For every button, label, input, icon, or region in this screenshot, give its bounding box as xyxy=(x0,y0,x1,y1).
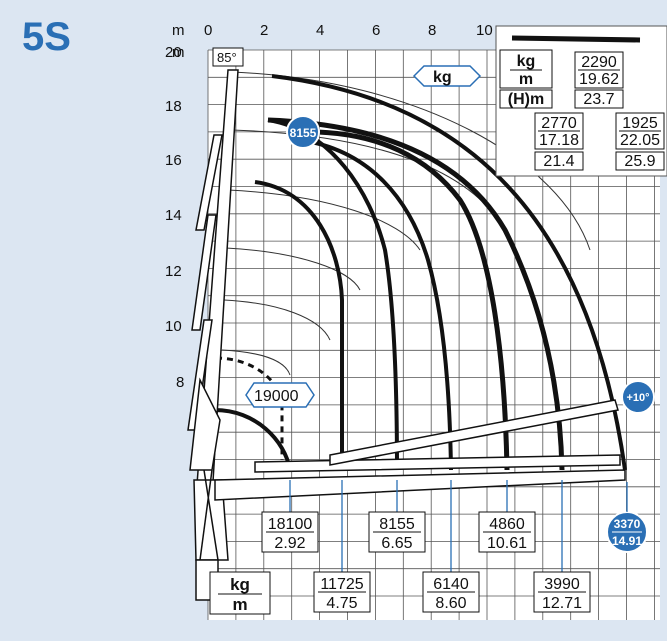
x-tick: 8 xyxy=(428,22,436,39)
legend-top-kg-m-box xyxy=(499,49,553,89)
bottom-value-kg: 6140 xyxy=(433,576,469,593)
load-badge-top-value: 8155 xyxy=(290,126,317,140)
legend-top-kg: kg xyxy=(517,53,536,70)
bottom-value-m: 12.71 xyxy=(542,595,582,612)
top-value-h: 23.7 xyxy=(583,91,614,108)
top-value-m: 17.18 xyxy=(539,132,579,149)
top-value-h: 21.4 xyxy=(543,153,574,170)
top-value-m: 19.62 xyxy=(579,71,619,88)
x-tick: 6 xyxy=(372,22,380,39)
top-value-kg: 1925 xyxy=(622,115,658,132)
bottom-value-kg: 18100 xyxy=(268,516,313,533)
top-value-kg: 2770 xyxy=(541,115,577,132)
legend-bottom-m: m xyxy=(232,595,247,614)
load-badge-bottom-kg: 3370 xyxy=(614,517,641,531)
y-tick: 8 xyxy=(176,374,184,391)
extension-badge-value: +10° xyxy=(626,392,649,404)
legend-top-h: (H)m xyxy=(508,91,544,108)
top-value-kg: 2290 xyxy=(581,54,617,71)
legend-top-h-box xyxy=(499,89,553,109)
bottom-value-kg: 4860 xyxy=(489,516,525,533)
bottom-value-box: 8155 6.65 xyxy=(368,511,426,553)
bottom-value-box: 18100 2.92 xyxy=(261,511,319,553)
angle-label: 85° xyxy=(217,50,237,65)
x-tick: 0 xyxy=(204,22,212,39)
bottom-value-kg: 11725 xyxy=(320,576,363,593)
y-tick: 20 xyxy=(165,44,182,61)
top-value-m: 22.05 xyxy=(620,132,660,149)
load-curve-4 xyxy=(299,138,453,471)
top-value-group: 2290 19.62 23.7 xyxy=(574,51,624,109)
bottom-value-m: 2.92 xyxy=(274,535,305,552)
x-axis-ticks: 0 2 4 6 8 10 xyxy=(204,22,493,39)
legend-bottom-box xyxy=(209,571,271,615)
y-tick: 18 xyxy=(165,98,182,115)
crane-boom xyxy=(187,69,239,601)
y-tick: 10 xyxy=(165,318,182,335)
special-load-value: 19000 xyxy=(254,388,299,405)
x-tick: 10 xyxy=(476,22,493,39)
load-curve-3 xyxy=(267,118,399,471)
y-tick: 16 xyxy=(165,152,182,169)
extended-boom xyxy=(214,399,626,501)
top-value-h: 25.9 xyxy=(624,153,655,170)
angle-label-box xyxy=(212,47,244,67)
load-curve-5 xyxy=(299,129,510,471)
bottom-value-kg: 8155 xyxy=(379,516,415,533)
y-tick: 12 xyxy=(165,263,182,280)
extension-badge xyxy=(621,380,655,414)
top-value-group: 2770 17.18 21.4 xyxy=(534,112,584,171)
x-tick: 4 xyxy=(316,22,324,39)
load-badge-top xyxy=(286,115,320,149)
unit-tag: kg xyxy=(433,69,452,86)
legend-top-m: m xyxy=(519,71,533,88)
x-axis-unit: m xyxy=(172,22,185,39)
y-axis-ticks: 20 18 16 14 12 10 8 xyxy=(165,44,184,391)
bottom-value-box: 6140 8.60 xyxy=(422,571,480,613)
bottom-value-m: 8.60 xyxy=(435,595,466,612)
bottom-value-m: 6.65 xyxy=(381,535,412,552)
top-value-group: 1925 22.05 25.9 xyxy=(615,112,665,171)
load-badge-bottom-m: 14.91 xyxy=(612,534,642,548)
y-tick: 14 xyxy=(165,207,182,224)
load-curve-6 xyxy=(267,117,565,471)
model-label: 5S xyxy=(22,15,71,59)
load-curve-1 xyxy=(214,408,292,471)
load-curve-2 xyxy=(254,180,344,470)
bottom-value-box: 4860 10.61 xyxy=(478,511,536,553)
load-curve-outer xyxy=(271,74,627,471)
bottom-value-kg: 3990 xyxy=(544,576,580,593)
unit-tag-frame xyxy=(412,65,482,87)
bottom-value-box: 3990 12.71 xyxy=(533,571,591,613)
boom-symbol xyxy=(511,35,641,43)
bottom-value-m: 10.61 xyxy=(487,535,527,552)
y-axis-unit: m xyxy=(172,44,185,61)
load-curves xyxy=(214,74,627,471)
bottom-value-box: 11725 4.75 xyxy=(313,571,371,613)
dashed-load-curve xyxy=(215,356,284,460)
bottom-value-m: 4.75 xyxy=(326,595,357,612)
legend-bottom-kg: kg xyxy=(230,575,250,594)
special-load-frame xyxy=(245,382,315,408)
x-tick: 2 xyxy=(260,22,268,39)
